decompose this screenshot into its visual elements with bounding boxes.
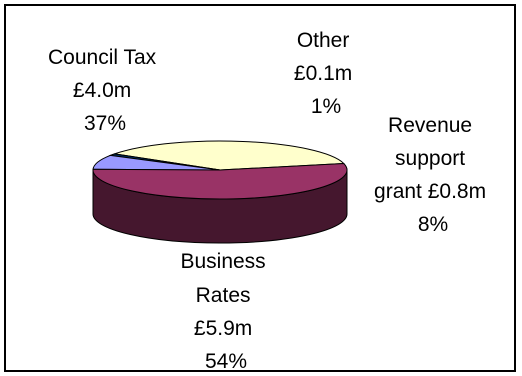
label-other-name: Other [297,29,350,52]
label-council-tax-percent: 37% [84,112,126,135]
label-other-percent: 1% [311,95,341,118]
label-revenue-line1: Revenue [388,114,472,137]
label-other: Other £0.1m 1% [294,29,358,118]
label-council-tax: Council Tax £4.0m 37% [48,46,162,135]
label-business-rates: Business Rates £5.9m 54% [180,250,271,373]
label-business-amount: £5.9m [194,317,252,340]
label-council-tax-name: Council Tax [48,46,157,69]
label-council-tax-amount: £4.0m [73,79,131,102]
label-revenue-support: Revenue support grant £0.8m 8% [374,114,492,236]
label-revenue-line3: grant £0.8m [374,180,486,203]
label-other-amount: £0.1m [294,62,352,85]
pie-3d [92,140,348,244]
pie-slice-council-tax [114,140,345,171]
label-business-line1: Business [180,250,265,273]
label-business-percent: 54% [205,350,247,373]
label-revenue-percent: 8% [418,213,448,236]
label-revenue-line2: support [395,147,465,170]
label-business-line2: Rates [196,284,251,307]
pie-slice-business-rates [92,162,348,200]
